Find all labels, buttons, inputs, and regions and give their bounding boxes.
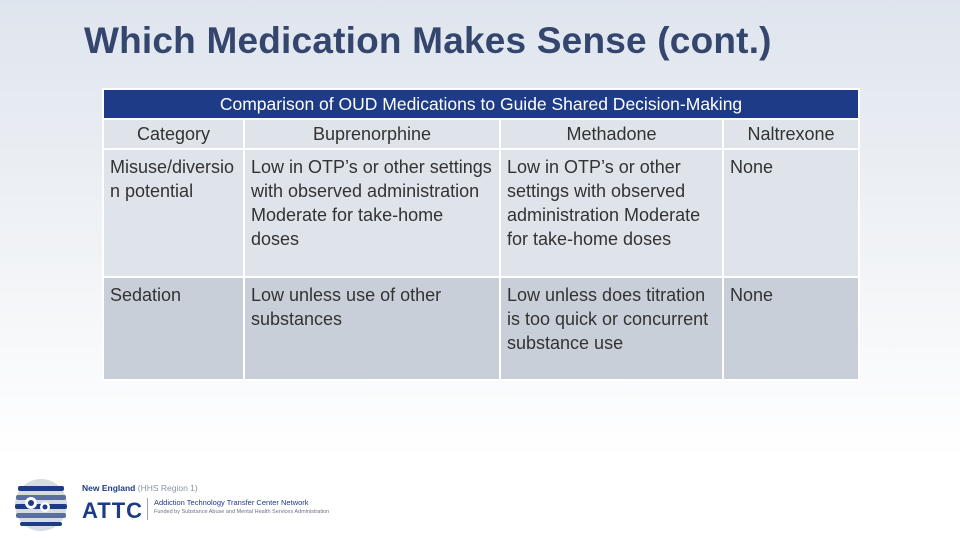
methadone-cell: Low in OTP’s or other settings with obse… [499, 148, 724, 278]
buprenorphine-cell: Low unless use of other substances [243, 276, 501, 381]
logo-funder: Funded by Substance Abuse and Mental Hea… [154, 509, 330, 515]
naltrexone-cell: None [721, 276, 861, 381]
column-header-category: Category [102, 118, 245, 150]
row-category-cell: Misuse/diversion potential [102, 148, 245, 278]
table-header-row: Category Buprenorphine Methadone Naltrex… [102, 118, 861, 150]
attc-globe-icon [15, 479, 67, 531]
column-header-buprenorphine: Buprenorphine [243, 118, 501, 150]
attc-logo: New England (HHS Region 1) ATTC Addictio… [12, 474, 329, 534]
methadone-cell: Low unless does titration is too quick o… [499, 276, 724, 381]
row-category-cell: Sedation [102, 276, 245, 381]
logo-region-name: New England [82, 483, 136, 493]
logo-region: New England (HHS Region 1) [82, 483, 198, 493]
comparison-table: Comparison of OUD Medications to Guide S… [101, 88, 861, 381]
logo-network: Addiction Technology Transfer Center Net… [154, 498, 309, 507]
logo-divider [147, 498, 148, 520]
buprenorphine-cell: Low in OTP’s or other settings with obse… [243, 148, 501, 278]
logo-region-note: (HHS Region 1) [137, 483, 198, 493]
table-row: Sedation Low unless use of other substan… [102, 276, 861, 381]
slide-title: Which Medication Makes Sense (cont.) [84, 20, 772, 61]
naltrexone-cell: None [721, 148, 861, 278]
table-caption: Comparison of OUD Medications to Guide S… [101, 88, 861, 120]
logo-name: ATTC [82, 498, 144, 523]
column-header-methadone: Methadone [499, 118, 724, 150]
table-row: Misuse/diversion potential Low in OTP’s … [102, 148, 861, 278]
column-header-naltrexone: Naltrexone [721, 118, 861, 150]
